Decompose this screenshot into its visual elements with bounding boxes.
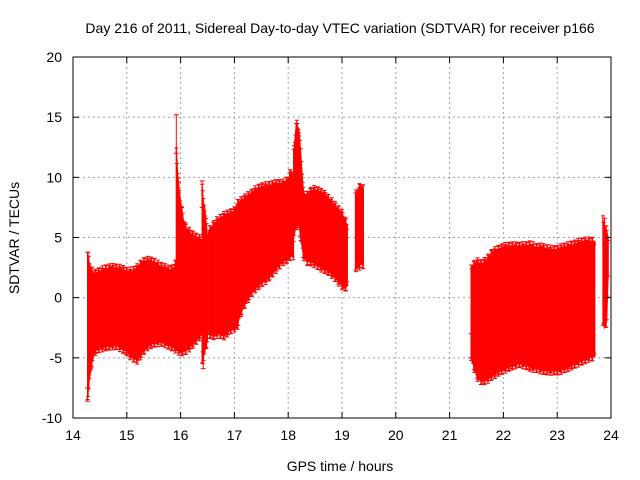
y-tick-label: 5 [54,230,62,246]
error-bar-segment [174,147,205,357]
x-tick-label: 19 [334,427,350,443]
series-layer [85,114,611,402]
x-tick-label: 16 [173,427,189,443]
x-tick-label: 17 [227,427,243,443]
error-bar-segment [600,215,611,330]
spike-bars [85,114,608,402]
x-tick-label: 22 [496,427,512,443]
chart-title: Day 216 of 2011, Sidereal Day-to-day VTE… [85,20,594,36]
x-tick-label: 20 [388,427,404,443]
x-tick-label: 21 [442,427,458,443]
y-tick-label: 0 [54,290,62,306]
x-tick-label: 18 [280,427,296,443]
x-tick-label: 23 [549,427,565,443]
error-bar-segment [206,198,242,341]
y-tick-label: 10 [46,169,62,185]
error-bar-segment [353,183,366,273]
y-tick-label: -5 [50,350,63,366]
y-tick-label: 20 [46,49,62,65]
x-tick-label: 15 [119,427,135,443]
y-tick-label: -10 [42,410,62,426]
error-bar-segment [85,251,178,400]
error-bar-segment [301,185,350,292]
y-tick-label: 15 [46,109,62,125]
y-axis-label: SDTVAR / TECUs [6,182,22,294]
error-bar-segment [291,119,306,259]
x-axis-label: GPS time / hours [287,458,394,474]
error-bar-segment [200,183,210,365]
error-bar-segment [237,169,296,318]
tick-layer: 14 15 16 17 18 19 20 21 22 23 24 -10 -5 0 5 10 15 20 [42,49,619,443]
error-bar-segment [469,236,597,386]
x-tick-label: 14 [65,427,81,443]
x-tick-label: 24 [603,427,619,443]
